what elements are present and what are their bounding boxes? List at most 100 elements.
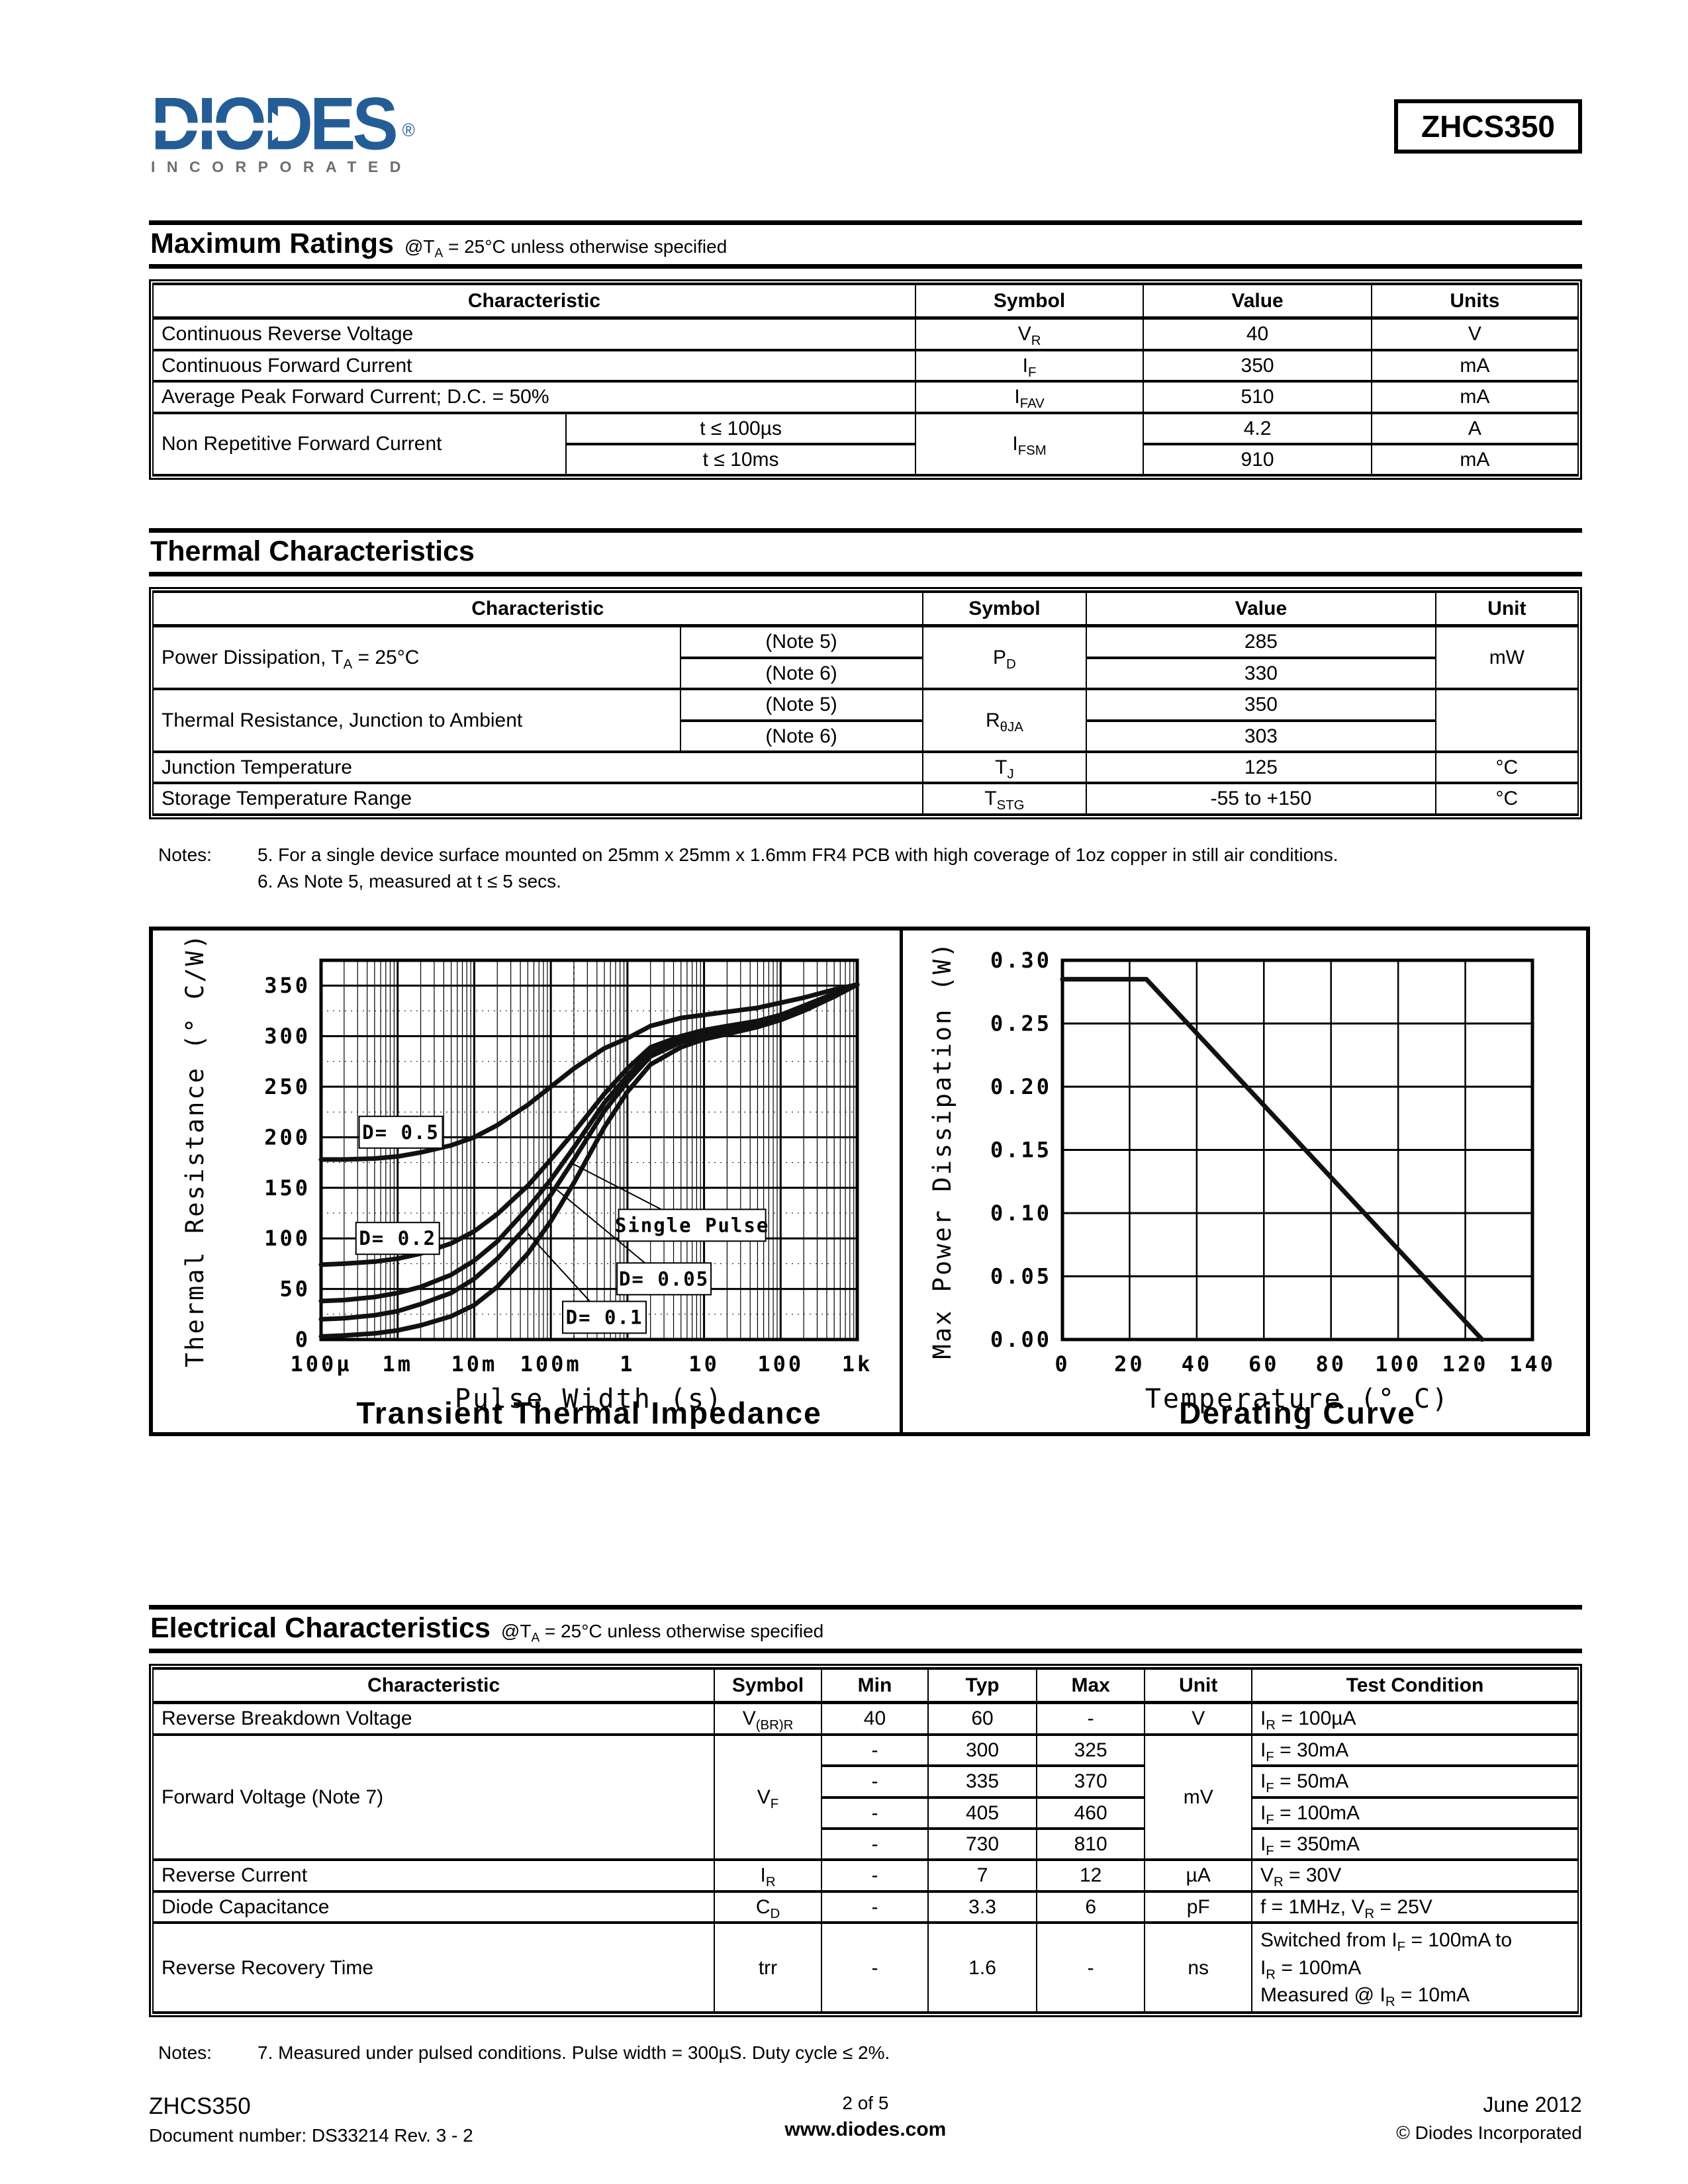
max-ratings-table-wrap: Characteristic Symbol Value Units Contin… [149,279,1582,480]
cell-symbol: IFSM [914,411,1145,477]
thermal-notes: Notes: 5. For a single device surface mo… [149,842,1582,895]
x-tick-label: 1 [620,1351,635,1377]
cell-symbol: VF [714,1733,822,1862]
section-title: Electrical Characteristics [150,1612,491,1644]
cell-test-condition: f = 1MHz, VR = 25V [1250,1889,1579,1925]
cell-typ: 3.3 [927,1889,1037,1925]
cell-min: - [820,1827,929,1862]
footer-part-number: ZHCS350 [149,2093,251,2119]
cell-min: - [820,1764,929,1799]
max-ratings-table: Characteristic Symbol Value Units Contin… [152,283,1579,477]
cell-unit: °C [1434,782,1579,816]
diodes-wordmark: DIODES ® [150,87,415,161]
y-axis-label: Thermal Resistance (° C/W) [181,934,209,1367]
cell-min: - [820,1796,929,1830]
x-axis-label: Temperature (° C) [1145,1384,1450,1414]
y-tick-label: 0.05 [990,1264,1052,1289]
table-row: Non Repetitive Forward Current t ≤ 100µs… [152,411,1579,477]
annotation-label: D= 0.05 [619,1267,709,1290]
col-header-characteristic: Characteristic [152,1667,716,1705]
cell-value: 350 [1143,348,1372,383]
cell-min: - [820,1858,929,1893]
diode-symbol-arrow-icon [272,112,292,141]
table-row: Junction Temperature TJ 125 °C [152,750,1579,785]
col-header-units: Units [1370,283,1579,320]
notes-lines: 5. For a single device surface mounted o… [258,842,1338,895]
col-header-value: Value [1143,283,1372,320]
section-rule-top [149,1605,1582,1610]
table-row: Power Dissipation, TA = 25°C (Note 5) PD… [152,624,1579,691]
col-header-symbol: Symbol [921,590,1088,628]
cell-characteristic: Average Peak Forward Current; D.C. = 50% [152,380,916,414]
x-tick-label: 100m [520,1351,582,1377]
cell-typ: 730 [927,1827,1037,1862]
table-row: (Note 6) 303 [153,719,1578,753]
footer-page-number: 2 of 5 [842,2093,889,2113]
footer-date: June 2012 [1483,2093,1582,2116]
series-max-power-dissipation [1060,977,1485,1342]
cell-characteristic: Continuous Forward Current [152,348,916,383]
cell-characteristic: Thermal Resistance, Junction to Ambient [152,688,681,753]
col-header-value: Value [1086,590,1436,628]
cell-test-condition: IF = 50mA [1250,1764,1579,1799]
table-row: Storage Temperature Range TSTG -55 to +1… [152,782,1579,816]
cell-characteristic: Reverse Current [152,1858,716,1893]
annotation-label: D= 0.1 [566,1306,643,1328]
electrical-notes: Notes: 7. Measured under pulsed conditio… [149,2040,1582,2067]
cell-max: 325 [1035,1733,1146,1768]
x-tick-label: 40 [1182,1351,1213,1377]
table-row: t ≤ 10ms 910 mA [153,442,1579,477]
y-tick-label: 0.20 [990,1074,1052,1099]
transient-thermal-impedance-chart: D= 0.5 D= 0.2 Single Pulse D= 0.05 D= 0.1 100… [153,931,900,1432]
x-tick-label: 1k [842,1351,873,1377]
table-row: - 335 370 IF = 50mA [153,1764,1579,1799]
test-condition-line: Switched from IF = 100mA to [1260,1929,1513,1955]
section-rule-bottom [149,1649,1582,1653]
table-row: Reverse Breakdown Voltage V(BR)R 40 60 -… [152,1701,1579,1736]
cell-symbol: IF [914,348,1145,383]
cell-value: 510 [1143,380,1372,414]
table-header-row: Characteristic Symbol Value Units [152,283,1579,320]
section-subtitle: @TA = 25°C unless otherwise specified [404,236,727,261]
col-header-unit: Unit [1144,1667,1252,1705]
col-header-symbol: Symbol [714,1667,822,1705]
cell-symbol: trr [714,1921,822,2015]
col-header-characteristic: Characteristic [152,590,923,628]
col-header-typ: Typ [927,1667,1037,1705]
col-header-characteristic: Characteristic [152,283,916,320]
cell-typ: 335 [927,1764,1037,1799]
cell-unit [1434,688,1579,753]
y-tick-label: 150 [264,1175,310,1201]
cell-test-condition: IF = 350mA [1250,1827,1579,1862]
cell-symbol: V(BR)R [714,1701,822,1736]
footer-left: ZHCS350 Document number: DS33214 Rev. 3 … [149,2090,627,2148]
cell-test-condition: VR = 30V [1250,1858,1579,1893]
cell-characteristic: Reverse Breakdown Voltage [152,1701,716,1736]
table-row: Thermal Resistance, Junction to Ambient … [152,688,1579,753]
note-line: 7. Measured under pulsed conditions. Pul… [258,2042,890,2064]
cell-unit: pF [1144,1889,1252,1925]
cell-max: 12 [1035,1858,1146,1893]
cell-unit: ns [1144,1921,1252,2015]
table-row: Reverse Current IR - 7 12 µA VR = 30V [152,1858,1579,1893]
notes-label: Notes: [158,844,212,865]
cell-unit: µA [1144,1858,1252,1893]
cell-symbol: IR [714,1858,822,1893]
diodes-logo: DIODES ® INCORPORATED [150,87,495,177]
x-tick-label: 0 [1055,1351,1070,1377]
cell-test-condition: IF = 100mA [1250,1796,1579,1830]
cell-symbol: PD [921,624,1088,691]
footer-website-link[interactable]: www.diodes.com [784,2118,947,2141]
col-header-test-condition: Test Condition [1250,1667,1579,1705]
derating-curve-chart: 0 20 40 60 80 100 120 140 0.00 0.05 0.10 0.15 0.20 0.… [900,931,1586,1432]
y-tick-label: 0.30 [990,948,1052,973]
cell-min: - [820,1921,929,2015]
cell-value: 350 [1086,688,1436,722]
cell-unit: A [1370,411,1579,445]
series-single-pulse [318,982,860,1339]
x-tick-label: 10 [688,1351,720,1377]
derating-curve-svg: 0 20 40 60 80 100 120 140 0.00 0.05 0.10 0.15 0.20 0.… [928,941,1553,1429]
x-tick-label: 80 [1315,1351,1346,1377]
note-line: 5. For a single device surface mounted o… [258,844,1338,865]
